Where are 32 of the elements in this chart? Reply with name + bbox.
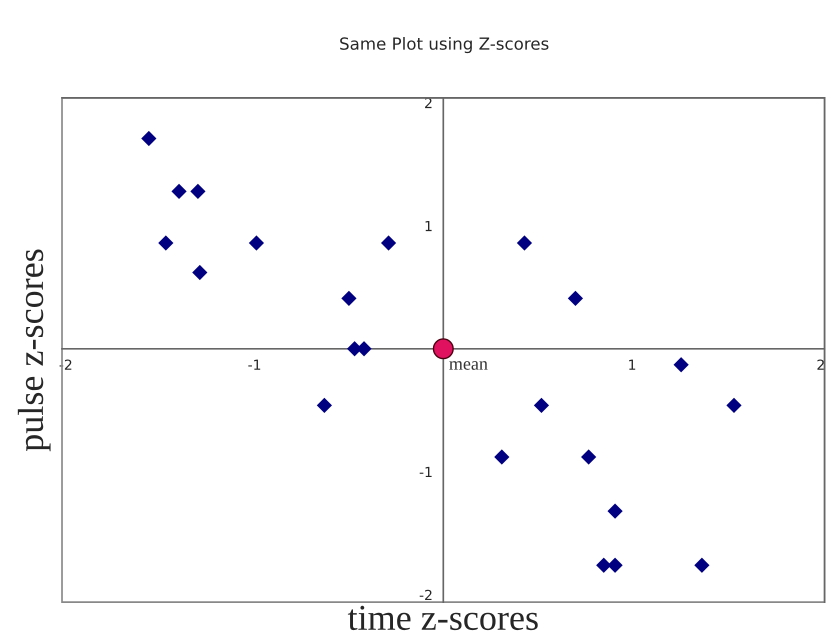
x-tick-label: 1 xyxy=(629,360,636,370)
point xyxy=(171,184,187,199)
point xyxy=(380,235,396,251)
x-axis-title: time z-scores xyxy=(348,606,538,630)
point xyxy=(726,398,742,413)
y-tick-label: -2 xyxy=(420,590,432,600)
point xyxy=(341,290,357,306)
point xyxy=(494,449,510,465)
point xyxy=(596,558,612,573)
point xyxy=(192,264,208,280)
series-label: mean xyxy=(449,361,488,370)
y-tick-label: -1 xyxy=(420,466,432,478)
point xyxy=(694,558,710,573)
point xyxy=(607,504,623,519)
point xyxy=(141,130,156,146)
point xyxy=(607,558,623,573)
point xyxy=(534,398,550,413)
x-tick-label: 2 xyxy=(817,359,824,370)
point xyxy=(190,184,206,199)
x-tick-label: -1 xyxy=(248,360,260,370)
point xyxy=(158,235,174,251)
point xyxy=(316,398,332,413)
point xyxy=(581,449,596,465)
x-tick-label: -2 xyxy=(60,359,72,370)
point xyxy=(432,338,454,360)
chart-title: Same Plot using Z-scores xyxy=(340,37,548,54)
y-tick-label: 1 xyxy=(426,220,432,232)
y-axis-title: pulse z-scores xyxy=(18,250,51,452)
point xyxy=(516,235,532,251)
point xyxy=(568,290,584,306)
point xyxy=(674,357,689,372)
point xyxy=(248,235,264,251)
